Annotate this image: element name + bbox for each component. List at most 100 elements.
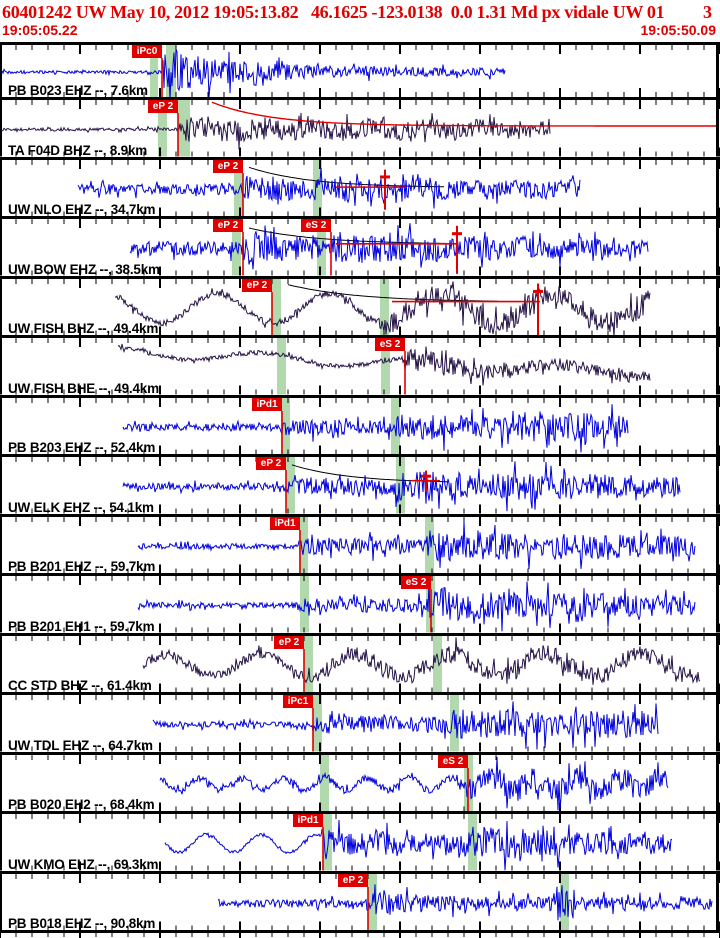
waveform-canvas <box>0 457 720 514</box>
seismogram-trace <box>142 636 701 685</box>
phase-window-highlight <box>391 397 400 454</box>
trace-panel-5[interactable]: eP 2 UW FISH BHZ --, 49.4km <box>0 275 720 335</box>
phase-window-highlight <box>317 219 326 276</box>
trace-panel-6[interactable]: eS 2 UW FISH BHE --, 49.4km <box>0 335 720 395</box>
phase-pick-label[interactable]: eS 2 <box>438 754 468 768</box>
phase-window-highlight <box>178 100 190 157</box>
window-start-time: 19:05:05.22 <box>2 22 78 38</box>
trace-panel-9[interactable]: iPd1 PB B201 EHZ --, 59.7km <box>0 513 720 573</box>
phase-pick-label[interactable]: eS 2 <box>375 338 405 351</box>
phase-window-highlight <box>560 873 569 930</box>
waveform-canvas <box>0 219 720 276</box>
phase-window-highlight <box>272 278 281 335</box>
trace-panel-12[interactable]: iPc1 UW TDL EHZ --, 64.7km <box>0 692 720 752</box>
phase-pick-label[interactable]: eP 2 <box>148 100 178 113</box>
waveform-plot-area[interactable]: iPc0 PB B023 EHZ --, 7.6km eP 2 TA F04D BHZ… <box>0 42 720 938</box>
phase-window-highlight <box>166 45 176 97</box>
seismogram-trace <box>122 461 681 512</box>
waveform-canvas <box>0 754 720 811</box>
trace-panel-15[interactable]: eP 2 PB B018 EHZ --, 90.8km <box>0 870 720 930</box>
station-label: PB B203 EHZ --, 52.4km <box>8 440 156 454</box>
trace-panel-2[interactable]: eP 2 TA F04D BHZ --, 8.9km <box>0 97 720 157</box>
phase-pick-label[interactable]: eP 2 <box>213 159 243 173</box>
phase-pick-label[interactable]: iPd1 <box>270 516 300 530</box>
event-title-row: 60401242 UW May 10, 2012 19:05:13.82 46.… <box>2 0 718 24</box>
phase-window-highlight <box>313 159 322 216</box>
phase-window-highlight <box>304 635 313 692</box>
trace-panel-4[interactable]: eP 2 eS 2 UW BOW EHZ --, 38.5km <box>0 216 720 276</box>
phase-pick-label[interactable]: iPc0 <box>132 45 162 58</box>
seismogram-trace <box>164 819 673 871</box>
phase-pick-label[interactable]: eP 2 <box>213 219 243 232</box>
station-label: TA F04D BHZ --, 8.9km <box>8 142 148 157</box>
trace-panel-11[interactable]: eP 2 CC STD BHZ --, 61.4km <box>0 632 720 692</box>
seismogram-trace <box>159 756 669 810</box>
station-label: UW TDL EHZ --, 64.7km <box>8 737 153 752</box>
waveform-canvas <box>0 159 720 216</box>
phase-window-highlight <box>380 278 389 335</box>
station-label: UW ELK EHZ --, 54.1km <box>8 499 154 514</box>
waveform-canvas <box>0 695 720 752</box>
trace-panel-13[interactable]: eS 2 PB B020 EH2 --, 68.4km <box>0 751 720 811</box>
phase-window-highlight <box>299 516 308 573</box>
seismogram-trace <box>137 520 696 569</box>
station-label: PB B201 EH1 --, 59.7km <box>8 618 155 633</box>
waveform-canvas <box>0 516 720 573</box>
trace-panel-14[interactable]: iPd1 UW KMO EHZ --, 69.3km <box>0 811 720 871</box>
seismogram-trace <box>122 403 629 452</box>
trace-panel-8[interactable]: eP 2 UW ELK EHZ --, 54.1km <box>0 454 720 514</box>
coda-decay-curve <box>287 283 498 302</box>
trace-panel-3[interactable]: eP 2 UW NLO EHZ --, 34.7km <box>0 156 720 216</box>
coda-decay-curve <box>248 227 450 244</box>
waveform-canvas <box>0 814 720 871</box>
trace-panel-10[interactable]: eS 2 PB B201 EH1 --, 59.7km <box>0 573 720 633</box>
phase-window-highlight <box>381 338 390 395</box>
seismogram-trace <box>217 883 713 920</box>
waveform-canvas <box>0 100 720 157</box>
phase-pick-label[interactable]: iPd1 <box>293 814 323 827</box>
window-end-time: 19:05:50.09 <box>640 22 716 38</box>
seismogram-trace <box>129 223 649 270</box>
event-summary-text: 60401242 UW May 10, 2012 19:05:13.82 46.… <box>2 2 665 22</box>
red-coda-curve <box>211 101 716 127</box>
phase-pick-label[interactable]: eS 2 <box>301 219 331 232</box>
station-label: UW FISH BHZ --, 49.4km <box>8 321 159 335</box>
phase-window-highlight <box>323 814 332 871</box>
waveform-canvas <box>0 45 720 97</box>
waveform-canvas <box>0 576 720 633</box>
seismogram-trace <box>117 343 651 386</box>
phase-window-highlight <box>158 100 167 157</box>
phase-pick-label[interactable]: iPd1 <box>252 397 282 411</box>
waveform-canvas <box>0 873 720 930</box>
phase-window-highlight <box>468 814 477 871</box>
waveform-canvas <box>0 635 720 692</box>
station-label: UW NLO EHZ --, 34.7km <box>8 202 156 216</box>
bottom-time-axis <box>0 930 720 938</box>
phase-pick-label[interactable]: eP 2 <box>274 635 304 649</box>
seismogram-trace <box>77 167 581 209</box>
phase-pick-label[interactable]: eP 2 <box>242 278 272 292</box>
phase-pick-label[interactable]: eS 2 <box>401 576 431 589</box>
phase-window-highlight <box>396 457 405 514</box>
phase-pick-label[interactable]: iPc1 <box>283 695 313 708</box>
seismogram-trace <box>137 580 696 632</box>
station-label: UW BOW EHZ --, 38.5km <box>8 261 160 276</box>
trace-panel-7[interactable]: iPd1 PB B203 EHZ --, 52.4km <box>0 394 720 454</box>
phase-window-highlight <box>433 635 442 692</box>
station-label: UW KMO EHZ --, 69.3km <box>8 856 159 871</box>
phase-window-highlight <box>425 516 434 573</box>
page-indicator: 3 <box>703 2 712 22</box>
station-label: UW FISH BHE --, 49.4km <box>8 380 159 395</box>
station-label: CC STD BHZ --, 61.4km <box>8 678 152 692</box>
seismogram-trace <box>114 280 651 335</box>
station-label: PB B201 EHZ --, 59.7km <box>8 559 156 573</box>
time-window-row: 19:05:05.22 19:05:50.09 <box>2 22 716 40</box>
event-header: 60401242 UW May 10, 2012 19:05:13.82 46.… <box>0 0 720 42</box>
phase-pick-label[interactable]: eP 2 <box>256 457 286 470</box>
trace-panel-1[interactable]: iPc0 PB B023 EHZ --, 7.6km <box>0 42 720 97</box>
waveform-canvas <box>0 278 720 335</box>
phase-pick-label[interactable]: eP 2 <box>338 873 368 887</box>
station-label: PB B020 EH2 --, 68.4km <box>8 797 155 811</box>
waveform-canvas <box>0 338 720 395</box>
